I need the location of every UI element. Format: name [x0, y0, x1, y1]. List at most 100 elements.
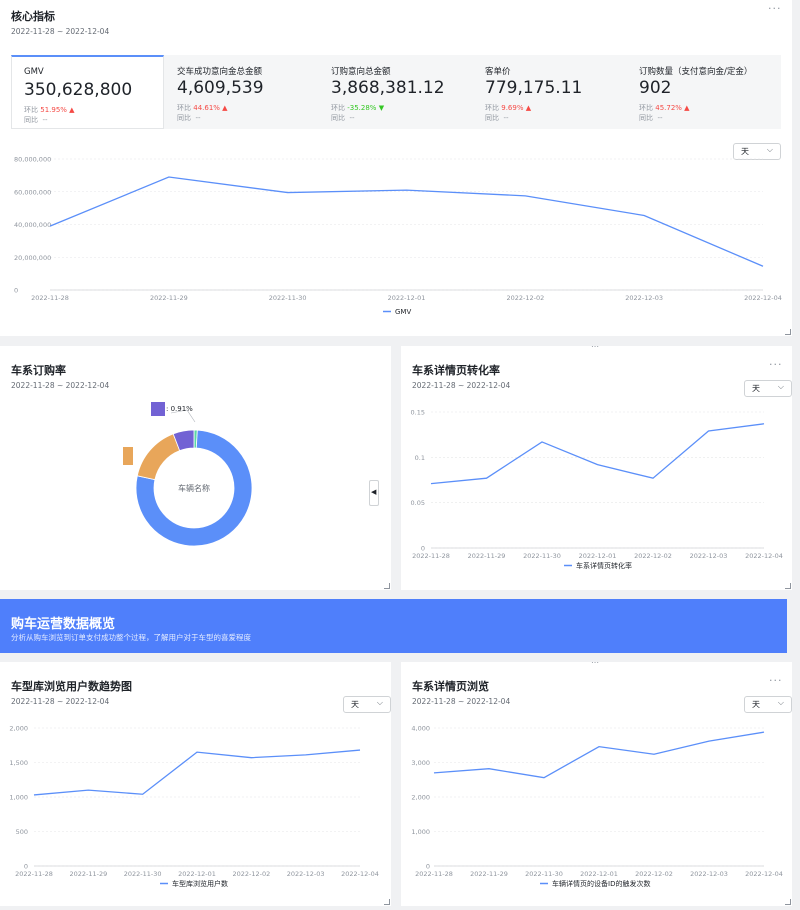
card-date: 2022-11-28 ~ 2022-12-04	[11, 697, 110, 706]
kpi-ratio: 环比 9.69% ▲	[485, 104, 532, 112]
kpi-label: 订购意向总金额	[331, 67, 391, 77]
kpi-label: 交车成功意向金总金额	[177, 67, 263, 77]
kpi-yoy: 同比 --	[331, 114, 355, 122]
arrow-up-icon: ▲	[525, 104, 532, 112]
y-tick-label: 0	[426, 863, 430, 871]
kpi-yoy: 同比 --	[485, 114, 509, 122]
kpi-value: 902	[639, 78, 672, 98]
granularity-select[interactable]: 天 ⌵	[343, 696, 391, 713]
resize-handle-icon[interactable]	[785, 329, 791, 335]
series-order-rate-card: 车系订购率 2022-11-28 ~ 2022-12-04 车辆名称: 0.91…	[0, 346, 391, 590]
y-tick-label: 60,000,000	[14, 188, 51, 196]
more-options-icon[interactable]: ···	[768, 2, 782, 15]
x-tick-label: 2022-11-30	[523, 552, 561, 560]
kpi-deal-intent-amount[interactable]: 交车成功意向金总金额 4,609,539 环比 44.61% ▲ 同比 --	[165, 55, 318, 129]
y-tick-label: 500	[16, 828, 28, 836]
kpi-row: GMV 350,628,800 环比 51.95% ▲ 同比 -- 交车成功意向…	[11, 55, 781, 129]
kpi-order-intent-amount[interactable]: 订购意向总金额 3,868,381.12 环比 -35.28% ▼ 同比 --	[319, 55, 472, 129]
resize-handle-icon[interactable]	[384, 583, 390, 589]
y-tick-label: 2,000	[411, 794, 430, 802]
card-title: 车系订购率	[11, 364, 66, 377]
x-tick-label: 2022-12-03	[690, 552, 728, 560]
x-tick-label: 2022-11-29	[468, 552, 506, 560]
kpi-avg-order-price[interactable]: 客单价 779,175.11 环比 9.69% ▲ 同比 --	[473, 55, 626, 129]
y-tick-label: 80,000,000	[14, 156, 51, 164]
y-tick-label: 0.1	[415, 454, 425, 462]
card-title: 核心指标	[11, 10, 55, 23]
x-tick-label: 2022-12-03	[625, 294, 663, 302]
x-tick-label: 2022-12-04	[745, 870, 783, 878]
x-tick-label: 2022-11-30	[269, 294, 307, 302]
kpi-label: 订购数量（支付意向金/定金）	[639, 67, 753, 77]
kpi-gmv[interactable]: GMV 350,628,800 环比 51.95% ▲ 同比 --	[11, 55, 164, 129]
y-tick-label: 2,000	[9, 725, 28, 733]
drag-handle-icon[interactable]: ⋯	[591, 658, 599, 667]
x-tick-label: 2022-12-03	[690, 870, 728, 878]
drag-handle-icon[interactable]: ⋯	[591, 342, 599, 351]
kpi-value: 3,868,381.12	[331, 78, 445, 98]
kpi-value: 4,609,539	[177, 78, 264, 98]
x-tick-label: 2022-12-01	[178, 870, 216, 878]
series-order-rate-donut: 车辆名称 : 0.91%	[123, 402, 253, 547]
chevron-down-icon: ⌵	[376, 698, 383, 707]
legend-label: 车系详情页转化率	[576, 561, 632, 570]
x-tick-label: 2022-12-04	[341, 870, 379, 878]
legend-label: 车型库浏览用户数	[172, 879, 228, 888]
card-date: 2022-11-28 ~ 2022-12-04	[11, 27, 110, 36]
x-tick-label: 2022-11-28	[15, 870, 53, 878]
slice-label: : 0.91%	[166, 405, 193, 413]
pie-slice	[172, 429, 195, 452]
card-title: 车型库浏览用户数趋势图	[11, 680, 132, 693]
chevron-down-icon: ⌵	[777, 382, 784, 391]
y-tick-label: 0	[421, 545, 425, 553]
resize-handle-icon[interactable]	[785, 583, 791, 589]
series-line	[33, 749, 361, 796]
legend-label: GMV	[395, 308, 411, 316]
y-tick-label: 0	[14, 287, 18, 295]
resize-handle-icon[interactable]	[785, 899, 791, 905]
chevron-down-icon: ⌵	[777, 698, 784, 707]
y-tick-label: 0	[24, 863, 28, 871]
y-tick-label: 4,000	[411, 725, 430, 733]
x-tick-label: 2022-11-30	[124, 870, 162, 878]
views-line-chart: 0 1,000 2,000 3,000 4,000 2022-11-28 2022-11-2…	[411, 725, 783, 889]
more-options-icon[interactable]: ···	[769, 358, 783, 371]
resize-handle-icon[interactable]	[384, 899, 390, 905]
y-tick-label: 40,000,000	[14, 221, 51, 229]
series-line	[433, 731, 765, 779]
conversion-line-chart: 0 0.05 0.1 0.15 2022-11-28 2022-11-29 2022-11-…	[411, 409, 783, 571]
series-line	[49, 176, 764, 267]
arrow-down-icon: ▼	[378, 104, 385, 112]
kpi-ratio: 环比 45.72% ▲	[639, 104, 690, 112]
arrow-up-icon: ▲	[69, 106, 75, 114]
x-tick-label: 2022-12-02	[634, 552, 672, 560]
chevron-down-icon: ⌵	[766, 145, 773, 154]
pie-slice	[136, 433, 181, 481]
legend-label: 车辆详情页的设备ID的触发次数	[552, 879, 650, 888]
y-tick-label: 1,500	[9, 759, 28, 767]
series-detail-views-card: ⋯ 车系详情页浏览 2022-11-28 ~ 2022-12-04 ··· 天 ⌵…	[401, 658, 792, 906]
x-tick-label: 2022-11-28	[415, 870, 453, 878]
kpi-ratio: 环比 -35.28% ▼	[331, 104, 385, 112]
more-options-icon[interactable]: ···	[769, 674, 783, 687]
kpi-yoy: 同比 --	[177, 114, 201, 122]
core-metrics-card: 核心指标 2022-11-28 ~ 2022-12-04 ··· GMV 350…	[0, 0, 792, 336]
kpi-order-count[interactable]: 订购数量（支付意向金/定金） 902 环比 45.72% ▲ 同比 --	[627, 55, 780, 129]
y-tick-label: 0.15	[411, 409, 425, 417]
kpi-ratio: 环比 51.95% ▲	[24, 106, 75, 114]
x-tick-label: 2022-12-01	[388, 294, 426, 302]
donut-center-label: 车辆名称	[178, 483, 210, 493]
users-line-chart: 0 500 1,000 1,500 2,000 2022-11-28 2022-11-29 2…	[9, 725, 379, 889]
x-tick-label: 2022-12-01	[579, 552, 617, 560]
section-banner: 购车运营数据概览 分析从购车浏览到订单支付成功整个过程，了解用户对于车型的喜爱程…	[0, 599, 787, 653]
granularity-select[interactable]: 天 ⌵	[733, 143, 781, 160]
slice-leader-line	[170, 409, 196, 423]
granularity-select[interactable]: 天 ⌵	[744, 696, 792, 713]
kpi-label: 客单价	[485, 67, 511, 77]
slice-label-marker	[151, 402, 165, 416]
collapse-toggle-button[interactable]: ◀	[369, 480, 379, 506]
pie-slice	[135, 429, 253, 547]
granularity-select[interactable]: 天 ⌵	[744, 380, 792, 397]
x-tick-label: 2022-11-30	[525, 870, 563, 878]
x-tick-label: 2022-12-03	[287, 870, 325, 878]
